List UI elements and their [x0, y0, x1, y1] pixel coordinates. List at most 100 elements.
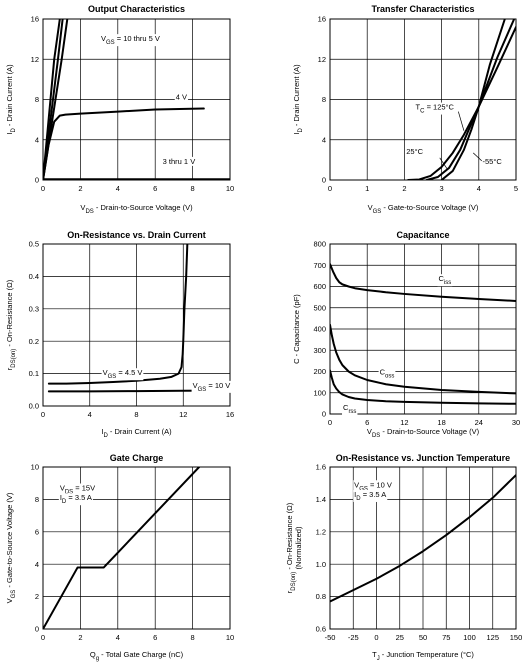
y-axis-label: ID - Drain Current (A)	[5, 64, 17, 135]
series-annotation: ID = 3.5 A	[353, 489, 388, 502]
x-axis-label: VDS - Drain-to-Source Voltage (V)	[367, 427, 480, 439]
y-tick-label: 0	[35, 176, 39, 185]
y-tick-label: 800	[313, 240, 326, 249]
x-tick-label: -25	[348, 633, 359, 642]
y-tick-label: 100	[313, 388, 326, 397]
chart-title: Transfer Characteristics	[371, 4, 474, 14]
y-tick-label: 8	[35, 495, 39, 504]
annotation-backing	[342, 402, 358, 415]
series-annotation: VGS = 10 thru 5 V	[99, 34, 161, 47]
on-resistance-vs-junction-temperature-chart: On-Resistance vs. Junction Temperature -5…	[285, 453, 522, 662]
series-annotation: VGS = 10 V	[353, 480, 393, 493]
x-tick-label: 25	[396, 633, 404, 642]
plot-frame	[42, 243, 231, 407]
annotation-text: 4 V	[176, 93, 187, 102]
annotation-backing	[437, 274, 453, 287]
x-tick-label: 50	[419, 633, 427, 642]
annotation-backing	[353, 480, 393, 493]
series-annotation: TC = 125°C	[414, 102, 465, 131]
annotation-text: VGS = 10 V	[354, 480, 392, 492]
y-tick-label: 1.0	[316, 560, 326, 569]
series-annotation: 3 thru 1 V	[161, 156, 197, 166]
y-tick-label: 0.2	[29, 337, 39, 346]
series-line	[43, 467, 201, 629]
x-tick-label: 6	[153, 184, 157, 193]
annotation-leader-line	[472, 152, 483, 162]
y-tick-label: 6	[35, 527, 39, 536]
x-tick-label: 4	[88, 410, 92, 419]
x-tick-label: 8	[191, 184, 195, 193]
annotation-backing	[353, 489, 388, 502]
series-line	[330, 263, 516, 302]
x-tick-label: 8	[191, 633, 195, 642]
annotation-text: VDS = 15V	[60, 483, 95, 495]
annotation-backing	[58, 483, 97, 496]
y-tick-label: 0.0	[29, 402, 39, 411]
annotation-leader-line	[458, 111, 465, 131]
chart-title: On-Resistance vs. Drain Current	[67, 230, 206, 240]
chart-title: Output Characteristics	[88, 4, 185, 14]
y-tick-label: 700	[313, 261, 326, 270]
annotation-text: Ciss	[439, 274, 452, 286]
annotation-text: VGS = 4.5 V	[103, 368, 143, 380]
y-tick-label: 10	[31, 463, 39, 472]
y-tick-label: 1.4	[316, 495, 326, 504]
y-tick-label: 4	[35, 135, 39, 144]
y-tick-label: 1.6	[316, 463, 326, 472]
x-tick-label: 2	[78, 633, 82, 642]
y-axis-label: rDS(on) - On-Resistance (Ω)	[5, 279, 17, 370]
series-line	[47, 244, 189, 385]
series-annotation: 4 V	[174, 92, 189, 102]
plot-frame	[329, 18, 517, 181]
x-tick-label: 75	[442, 633, 450, 642]
series-annotation: VGS = 10 V	[191, 380, 232, 393]
series-annotation: Crss	[342, 402, 358, 415]
x-tick-label: 4	[116, 633, 120, 642]
x-tick-label: 0	[328, 418, 332, 427]
x-axis-label: VGS - Gate-to-Source Voltage (V)	[368, 203, 479, 215]
annotation-leader-line	[439, 157, 448, 170]
annotation-text: 25°C	[406, 147, 423, 156]
annotation-text: Coss	[380, 368, 395, 380]
annotation-backing	[378, 367, 396, 380]
x-tick-label: 16	[226, 410, 234, 419]
y-tick-label: 2	[35, 592, 39, 601]
annotation-backing	[405, 146, 425, 156]
annotation-text: TC = 125°C	[416, 103, 455, 115]
x-tick-label: 0	[328, 184, 332, 193]
y-axis-label: C - Capacitance (pF)	[292, 294, 301, 364]
y-tick-label: 0.5	[29, 240, 39, 249]
x-tick-label: 0	[41, 633, 45, 642]
series-line	[440, 19, 506, 180]
x-axis-label: Qg - Total Gate Charge (nC)	[90, 650, 184, 662]
y-tick-label: 12	[31, 55, 39, 64]
x-tick-label: 2	[78, 184, 82, 193]
chart-title: Capacitance	[396, 230, 449, 240]
plot-frame	[42, 466, 231, 630]
y-axis-label: ID - Drain Current (A)	[292, 64, 304, 135]
x-tick-label: 8	[134, 410, 138, 419]
annotation-backing	[174, 92, 189, 102]
annotation-text: VGS = 10 thru 5 V	[101, 34, 160, 46]
y-tick-label: 300	[313, 346, 326, 355]
y-tick-label: 1.2	[316, 527, 326, 536]
x-tick-label: -50	[325, 633, 336, 642]
x-tick-label: 5	[514, 184, 518, 193]
y-axis-label-line2: (Normalized)	[294, 526, 303, 569]
annotation-text: ID = 3.5 A	[60, 493, 92, 505]
series-annotation: 25°C	[405, 146, 448, 170]
x-tick-label: 6	[365, 418, 369, 427]
chart-title: Gate Charge	[110, 453, 164, 463]
y-tick-label: 0	[322, 176, 326, 185]
x-tick-label: 0	[41, 410, 45, 419]
series-annotation: VGS = 4.5 V	[101, 368, 144, 381]
series-line	[330, 369, 516, 405]
series-line	[330, 323, 516, 395]
y-tick-label: 8	[322, 95, 326, 104]
x-tick-label: 4	[116, 184, 120, 193]
x-tick-label: 100	[463, 633, 476, 642]
x-tick-label: 12	[179, 410, 187, 419]
